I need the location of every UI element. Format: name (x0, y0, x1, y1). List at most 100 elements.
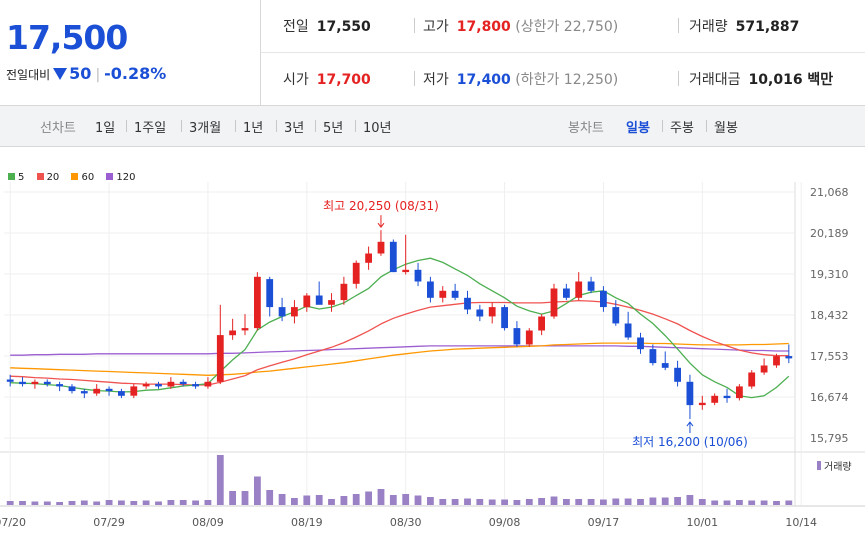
prev-close-label: 전일 (283, 19, 309, 35)
divider (355, 120, 356, 132)
ma5-line (10, 257, 790, 399)
candle-body (723, 395, 731, 399)
volume-bar (192, 500, 199, 505)
candle-body (587, 281, 595, 291)
divider (235, 120, 236, 132)
y-tick-label: 19,310 (810, 268, 849, 281)
prev-close-value: 17,550 (316, 19, 371, 35)
volume-bar (600, 499, 607, 505)
period-5y[interactable]: 5년 (323, 121, 344, 136)
candle-body (464, 297, 471, 310)
candle-body (451, 290, 459, 298)
legend-swatch (36, 173, 44, 180)
candle-body (736, 386, 743, 399)
volume-bar (389, 495, 397, 505)
divider (678, 18, 679, 33)
x-tick-label: 10/01 (686, 516, 718, 529)
divider (706, 120, 707, 132)
candle-body (674, 367, 681, 382)
volume-bar (56, 502, 63, 505)
candle-body (6, 379, 14, 382)
divider (678, 71, 679, 86)
period-3m[interactable]: 3개월 (189, 121, 222, 136)
x-tick-label: 09/08 (489, 516, 521, 529)
low-price: 저가 17,400 (하한가 12,250) (423, 69, 618, 89)
candle-body (303, 295, 311, 308)
volume-bar (513, 500, 521, 505)
legend-swatch (71, 173, 79, 180)
period-3y[interactable]: 3년 (284, 121, 305, 136)
candle-body (427, 281, 434, 298)
open-price: 시가 17,700 (283, 69, 371, 89)
current-price: 17,500 (6, 18, 128, 57)
candle-monthly[interactable]: 월봉 (714, 121, 738, 136)
x-tick-label: 07/29 (93, 516, 125, 529)
volume-bar (118, 500, 125, 505)
divider (662, 120, 663, 132)
candle-body (550, 288, 558, 317)
candle-body (575, 281, 583, 298)
volume-bar (216, 455, 224, 505)
open-value: 17,700 (316, 72, 371, 88)
high-price: 고가 17,800 (상한가 22,750) (423, 16, 618, 36)
legend-item-ma60: 60 (71, 172, 94, 183)
open-label: 시가 (283, 72, 309, 88)
down-arrow-icon (53, 68, 68, 80)
candle-weekly[interactable]: 주봉 (670, 121, 694, 136)
candle-body (315, 295, 323, 305)
period-1w[interactable]: 1주일 (134, 121, 167, 136)
candle-chart-label[interactable]: 봉차트 (568, 121, 604, 136)
high-value: 17,800 (456, 19, 511, 35)
change-row: 전일대비 50 | -0.28% (6, 64, 166, 83)
low-annotation: 최저 16,200 (10/06) (632, 435, 748, 449)
legend-item-ma5: 5 (8, 172, 24, 183)
volume-bar (587, 499, 595, 505)
candle-body (43, 381, 51, 385)
candle-body (377, 241, 385, 254)
volume-label: 거래량 (689, 19, 728, 35)
volume-bar (80, 500, 88, 505)
volume-bar (340, 496, 348, 505)
trade-amount: 거래대금 10,016 백만 (689, 69, 833, 89)
volume-bar (575, 499, 583, 505)
volume-bar (451, 499, 459, 505)
legend-label: 5 (18, 172, 25, 183)
candle-body (328, 300, 335, 305)
volume-bar (624, 498, 632, 505)
quote-grid: 전일 17,550 고가 17,800 (상한가 22,750) 거래량 571,88… (261, 0, 865, 105)
candle-body (118, 391, 125, 396)
period-10y[interactable]: 10년 (363, 121, 392, 136)
candle-body (155, 384, 162, 387)
candle-body (501, 307, 508, 329)
candle-body (698, 402, 706, 406)
volume-bar (315, 495, 323, 505)
x-tick-label: 08/30 (390, 516, 422, 529)
volume-bar (427, 497, 434, 505)
volume-bar (204, 500, 212, 505)
candle-body (414, 269, 422, 282)
legend-item-ma120: 120 (106, 172, 136, 183)
volume-bar (229, 491, 236, 505)
volume-bar (773, 501, 780, 505)
volume-bar (464, 498, 471, 505)
period-1d[interactable]: 1일 (95, 121, 116, 136)
candle-body (476, 309, 484, 317)
candle-body (600, 290, 607, 308)
chart-toolbar: 선차트 1일 1주일 3개월 1년 3년 5년 10년 봉차트 일봉 주봉 월봉 (0, 106, 865, 147)
candle-body (93, 388, 101, 394)
divider (276, 120, 277, 132)
line-chart-label[interactable]: 선차트 (40, 121, 76, 136)
candle-body (785, 356, 793, 359)
high-label: 고가 (423, 19, 449, 35)
candle-body (711, 395, 719, 403)
volume-bar (698, 499, 706, 505)
volume-bar (550, 496, 558, 505)
candle-daily[interactable]: 일봉 (626, 121, 650, 136)
volume-legend-label: 거래량 (824, 461, 852, 473)
volume-bar (402, 494, 410, 505)
volume-bar (785, 500, 793, 505)
candle-body (278, 307, 286, 317)
period-1y[interactable]: 1년 (243, 121, 264, 136)
candle-body (538, 316, 545, 331)
